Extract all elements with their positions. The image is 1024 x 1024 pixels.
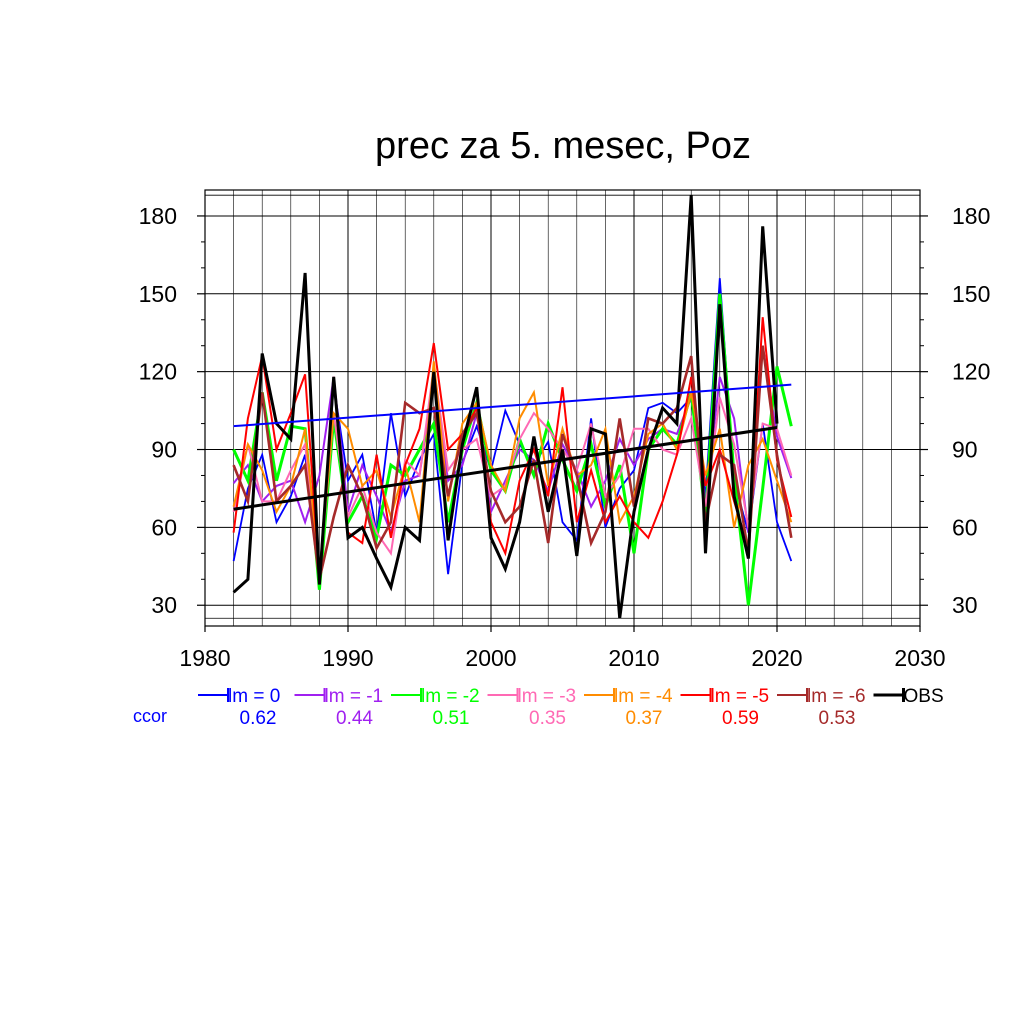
legend-label: lm = -2 (421, 686, 480, 707)
legend-label: lm = -1 (325, 686, 384, 707)
legend-ccor-value: 0.51 (433, 708, 470, 729)
x-tick-label: 2000 (465, 645, 516, 671)
y-tick-label-left: 30 (151, 592, 177, 618)
chart-title: prec za 5. mesec, Poz (375, 125, 751, 167)
trend-lines (233, 383, 792, 511)
y-tick-label-right: 120 (952, 359, 990, 385)
legend-label: lm = 0 (228, 686, 280, 707)
y-tick-label-right: 150 (952, 281, 990, 307)
series-lines (232, 195, 793, 619)
legend-ccor-value: 0.37 (626, 708, 663, 729)
y-tick-label-right: 90 (952, 437, 978, 463)
y-tick-label-left: 90 (151, 437, 177, 463)
x-tick-label: 1990 (322, 645, 373, 671)
legend-ccor-value: 0.62 (240, 708, 277, 729)
legend-ccor-value: 0.59 (722, 708, 759, 729)
x-tick-label: 2010 (608, 645, 659, 671)
y-tick-label-left: 120 (139, 359, 177, 385)
y-tick-label-right: 180 (952, 203, 990, 229)
legend-label: OBS (904, 686, 944, 707)
axes: 30 30 60 60 90 90 120 120 150 150 180 180 1980 1990 20… (139, 189, 990, 671)
x-tick-label: 1980 (179, 645, 230, 671)
x-tick-label: 2020 (751, 645, 802, 671)
plot-frame (204, 189, 921, 627)
legend-label: lm = -6 (807, 686, 866, 707)
legend-label: lm = -3 (518, 686, 577, 707)
x-tick-label: 2030 (894, 645, 945, 671)
legend: ccor lm = 00.62 lm = -10.44 lm = -20.51 lm =… (133, 686, 944, 729)
legend-ccor-value: 0.35 (529, 708, 566, 729)
series-line-obs (232, 195, 779, 619)
y-tick-label-left: 150 (139, 281, 177, 307)
y-tick-label-left: 180 (139, 203, 177, 229)
legend-label: lm = -4 (614, 686, 673, 707)
legend-ccor-value: 0.44 (336, 708, 373, 729)
y-tick-label-left: 60 (151, 514, 177, 540)
ccor-label: ccor (133, 706, 167, 726)
trend-line-obs (233, 425, 778, 511)
y-tick-label-right: 30 (952, 592, 978, 618)
legend-ccor-value: 0.53 (819, 708, 856, 729)
y-tick-label-right: 60 (952, 514, 978, 540)
trend-line-lm0 (233, 383, 792, 428)
legend-label: lm = -5 (711, 686, 770, 707)
